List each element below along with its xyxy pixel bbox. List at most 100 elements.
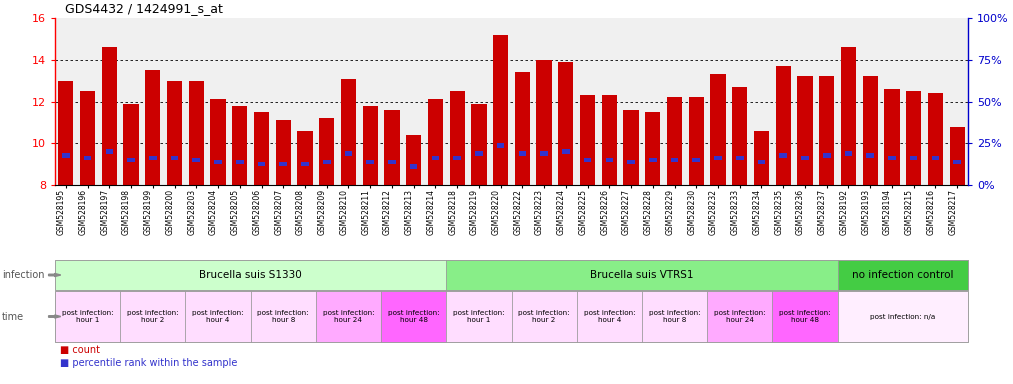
Bar xyxy=(645,112,660,185)
Bar xyxy=(101,47,116,185)
Text: ■ percentile rank within the sample: ■ percentile rank within the sample xyxy=(60,358,237,368)
Text: no infection control: no infection control xyxy=(852,270,953,280)
Text: post infection:
hour 48: post infection: hour 48 xyxy=(388,310,440,323)
Bar xyxy=(367,160,374,164)
Bar xyxy=(606,158,613,162)
Bar xyxy=(801,156,808,160)
Bar xyxy=(254,112,269,185)
Bar xyxy=(128,158,135,162)
Text: post infection:
hour 48: post infection: hour 48 xyxy=(779,310,831,323)
Bar xyxy=(493,35,509,185)
Bar xyxy=(693,158,700,162)
Bar xyxy=(124,104,139,185)
Bar xyxy=(454,156,461,160)
Bar xyxy=(515,72,530,185)
Bar xyxy=(59,81,74,185)
Bar xyxy=(779,154,787,158)
Bar xyxy=(340,79,357,185)
Bar xyxy=(384,110,399,185)
Bar xyxy=(149,156,157,160)
Bar xyxy=(797,76,812,185)
Bar xyxy=(145,70,160,185)
Bar xyxy=(562,149,569,154)
Text: time: time xyxy=(2,311,24,321)
Bar xyxy=(583,158,592,162)
Bar xyxy=(105,149,113,154)
Bar xyxy=(540,151,548,156)
Text: post infection:
hour 1: post infection: hour 1 xyxy=(453,310,504,323)
Text: Brucella suis VTRS1: Brucella suis VTRS1 xyxy=(591,270,694,280)
Bar xyxy=(820,76,835,185)
Bar xyxy=(888,156,895,160)
Bar xyxy=(450,91,465,185)
Bar xyxy=(580,95,596,185)
Bar xyxy=(714,156,722,160)
Bar xyxy=(841,47,856,185)
Text: post infection:
hour 24: post infection: hour 24 xyxy=(714,310,766,323)
Bar xyxy=(471,104,486,185)
Bar xyxy=(906,91,921,185)
Bar xyxy=(84,156,91,160)
Bar xyxy=(667,97,682,185)
Bar xyxy=(884,89,900,185)
Bar xyxy=(928,93,943,185)
Bar xyxy=(649,158,656,162)
Bar xyxy=(823,154,831,158)
Bar xyxy=(710,74,725,185)
Bar xyxy=(211,99,226,185)
Text: post infection: n/a: post infection: n/a xyxy=(870,313,935,319)
Text: post infection:
hour 24: post infection: hour 24 xyxy=(323,310,374,323)
Bar xyxy=(192,158,201,162)
Bar xyxy=(627,160,635,164)
Text: Brucella suis S1330: Brucella suis S1330 xyxy=(200,270,302,280)
Text: post infection:
hour 8: post infection: hour 8 xyxy=(257,310,309,323)
Bar xyxy=(863,76,878,185)
Bar xyxy=(406,135,421,185)
Bar xyxy=(776,66,791,185)
Bar xyxy=(866,154,874,158)
Bar xyxy=(537,60,552,185)
Bar xyxy=(62,154,70,158)
Bar xyxy=(475,151,483,156)
Bar xyxy=(257,162,265,166)
Text: GDS4432 / 1424991_s_at: GDS4432 / 1424991_s_at xyxy=(65,2,223,15)
Bar xyxy=(298,131,313,185)
Bar xyxy=(949,127,964,185)
Bar xyxy=(80,91,95,185)
Bar xyxy=(280,162,287,166)
Bar xyxy=(736,156,744,160)
Bar xyxy=(432,156,440,160)
Text: post infection:
hour 8: post infection: hour 8 xyxy=(648,310,700,323)
Text: ■ count: ■ count xyxy=(60,345,100,355)
Bar xyxy=(602,95,617,185)
Bar xyxy=(236,160,243,164)
Bar xyxy=(758,160,765,164)
Text: post infection:
hour 2: post infection: hour 2 xyxy=(127,310,178,323)
Bar xyxy=(410,164,417,169)
Bar xyxy=(167,81,182,185)
Bar xyxy=(623,110,638,185)
Bar xyxy=(953,160,961,164)
Bar xyxy=(344,151,353,156)
Text: post infection:
hour 1: post infection: hour 1 xyxy=(62,310,113,323)
Bar xyxy=(689,97,704,185)
Bar xyxy=(845,151,852,156)
Bar xyxy=(301,162,309,166)
Bar xyxy=(188,81,204,185)
Bar xyxy=(519,151,526,156)
Bar xyxy=(932,156,939,160)
Bar xyxy=(388,160,396,164)
Bar xyxy=(732,87,748,185)
Bar xyxy=(319,118,334,185)
Bar xyxy=(558,62,573,185)
Bar xyxy=(427,99,443,185)
Bar xyxy=(232,106,247,185)
Text: post infection:
hour 4: post infection: hour 4 xyxy=(192,310,244,323)
Bar xyxy=(276,120,291,185)
Bar xyxy=(910,156,918,160)
Bar xyxy=(754,131,769,185)
Text: infection: infection xyxy=(2,270,45,280)
Bar xyxy=(214,160,222,164)
Bar xyxy=(363,106,378,185)
Text: post infection:
hour 4: post infection: hour 4 xyxy=(583,310,635,323)
